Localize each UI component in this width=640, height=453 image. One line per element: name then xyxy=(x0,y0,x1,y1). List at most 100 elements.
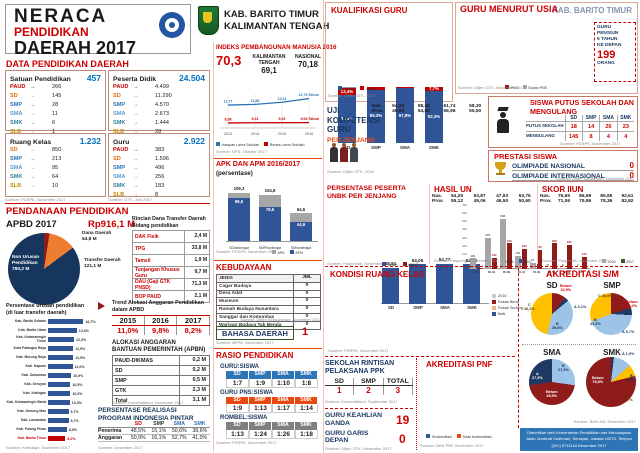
kualifikasi-title: KUALIFIKASI GURU xyxy=(331,6,408,15)
peserta-didik-box: Peserta Didik 24.504 PAUD → 4.499 SD → 11.290 SM… xyxy=(108,70,210,135)
hbar-label: Kab. Lamandau xyxy=(20,417,46,422)
pip-col: SMK xyxy=(193,421,206,427)
jenjang-label: SD xyxy=(10,93,18,100)
section-data-pendidikan-title: DATA PENDIDIKAN DAERAH xyxy=(6,59,129,69)
data-row: SMK → 1.444 xyxy=(113,119,205,128)
segment xyxy=(367,87,385,90)
section-pendanaan-title: PENDANAAN PENDIDIKAN xyxy=(6,206,129,217)
jenjang-value: 6 xyxy=(52,120,56,127)
ppk-value: 1 xyxy=(325,386,355,395)
apk-label: 64,5 xyxy=(296,206,306,212)
putus-row: PUTUS SEKOLAH 18 14 26 23 xyxy=(526,121,634,131)
x-label: SD xyxy=(387,305,395,310)
trend-values: 11,0% 9,8% 8,2% xyxy=(112,326,211,335)
table-row: GTK 2,3 M xyxy=(112,386,210,396)
putus-value: 26 xyxy=(599,122,616,131)
prestasi-row: OLIMPIADE NASIONAL 0 xyxy=(512,161,634,171)
bar-label: 49,51 xyxy=(384,261,397,267)
table-row: Tamsil 1,9 M xyxy=(132,255,210,267)
pip-title-1: PERSENTASE REALISASI xyxy=(98,407,177,414)
hbar-row: Kab. Katingan 10,5% xyxy=(6,389,96,398)
score-value: 78,36 xyxy=(600,199,613,204)
ppk-col: SMP xyxy=(354,378,384,385)
x-label: 35-39 xyxy=(502,270,511,275)
hbar-bar xyxy=(48,408,69,415)
legend-item: UNBK xyxy=(382,262,398,267)
bar-label: 11 xyxy=(546,263,550,268)
filler-segment xyxy=(338,87,356,88)
cell-label: PAUD-DIKMAS xyxy=(115,357,153,364)
segment-label: 92,3% xyxy=(427,114,441,120)
data-row: SD → 1.596 xyxy=(113,155,205,164)
trend-value: 8,2% xyxy=(177,326,211,335)
bar-label: 132 xyxy=(491,253,497,258)
score-value: 53,75 xyxy=(518,194,531,199)
cell-value: 0,2 M xyxy=(179,356,209,365)
y-tick: 100 xyxy=(461,252,467,257)
jenjang-value: 496 xyxy=(155,165,165,172)
hbar-value: 10,9% xyxy=(73,373,84,378)
box-header: Peserta Didik 24.504 xyxy=(113,73,205,83)
apbd-value: Rp916,1 M xyxy=(88,219,135,230)
jenjang-value: 95 xyxy=(52,165,59,172)
data-row: PAUD → 383 xyxy=(113,146,205,155)
cell-label: GTK xyxy=(115,387,127,394)
legend-item: Harapan Lama Sekolah xyxy=(216,142,259,147)
data-row: SLB→ 28 xyxy=(113,128,205,137)
jenjang-value: 8 xyxy=(155,192,159,199)
pie-label: Belum 20,2% xyxy=(626,300,638,309)
persentase-urusan-bar-chart: Kab. Barito Selatan 16,7% Kab. Barito Utar… xyxy=(6,317,96,443)
putus-value: 8 xyxy=(581,132,599,141)
box-header: Ruang Kelas 1.232 xyxy=(10,136,101,146)
sumber-note: Sumber: Ditjen GTK, November 2017 xyxy=(458,85,525,90)
pensiun-line: GURU xyxy=(597,25,612,30)
putus-mengulang-table: SD SMP SMA SMK PUTUS SEKOLAH 18 14 26 23 MENGULAN… xyxy=(526,115,634,141)
bar-label: 243 xyxy=(521,244,527,249)
hbar-bar xyxy=(48,327,77,334)
segment xyxy=(425,91,443,143)
rasio-col: SMK xyxy=(295,371,318,379)
sumber-note: Sumber: Ditjen GTK, 2017 xyxy=(328,93,375,98)
cell-value: 2,1 M xyxy=(184,291,209,302)
legend-item: 2016 xyxy=(602,259,616,264)
alokasi-title-1: ALOKASI ANGGARAN xyxy=(112,340,176,346)
score-value: 79,86 xyxy=(579,199,592,204)
rasio-col: SD xyxy=(226,396,249,404)
pip-title-2: PROGRAM INDONESIA PINTAR xyxy=(98,414,194,422)
apk-apm-subtitle: (persentase) xyxy=(216,170,253,177)
jenjang-label: SLB xyxy=(113,128,133,137)
apk-label: 104,8 xyxy=(264,188,276,194)
x-label: <30 xyxy=(474,270,479,275)
putus-sekolah-panel xyxy=(488,96,638,148)
akreditasi-sma-label: SMA xyxy=(543,348,561,357)
score-value: 47,93 xyxy=(496,194,509,199)
guru-box: Guru 2.922 PAUD → 383 SD → 1.596 SMP → 496 SMA → 256 S… xyxy=(108,133,210,199)
cell-value: 71,3 M xyxy=(184,279,209,290)
pip-value: 50,6% xyxy=(171,428,187,434)
svg-text:2013: 2013 xyxy=(224,132,232,136)
hbar-label: Kab. Seruyan xyxy=(24,381,46,386)
pip-col: SD xyxy=(134,421,142,427)
sumber-note: Sumber: Kemendikbud, September 2017 xyxy=(325,399,398,404)
box-label: Peserta Didik xyxy=(113,76,157,83)
alokasi-title-2: BANTUAN PEMERINTAH (APBN) xyxy=(112,347,206,354)
pie-label: A 27,3% xyxy=(532,372,543,381)
iiun-nas-prov: Nas. 76,65 86,69 85,65 92,61 Prov. 71,06 79,86 7… xyxy=(540,194,638,204)
legend-swatch xyxy=(492,312,496,316)
cell-value: 0 xyxy=(293,298,320,306)
donut-label-transfer-daerah: Transfer Daerah 121,1 M xyxy=(84,258,132,270)
rasio-subtitle: ROMBEL:SISWA xyxy=(220,415,268,421)
jenjang-label: SLB xyxy=(113,192,125,199)
box-label: Guru xyxy=(113,139,130,146)
hbar-value: 16,7% xyxy=(85,319,96,324)
rasio-col: SMA xyxy=(272,422,295,430)
akreditasi-smp-label: SMP xyxy=(603,281,621,290)
pip-value: 41,0% xyxy=(192,435,208,441)
bahasa-daerah-value: 1 xyxy=(302,326,309,338)
ruang-kelas-box: Ruang Kelas 1.232 SD → 850 SMP → 213 SMA → 95 SMK → 6… xyxy=(5,133,106,197)
x-label: SMP xyxy=(413,305,423,310)
data-row: SMP → 213 xyxy=(10,155,101,164)
sumber-note: Sumber: PDSPK, November 2017 xyxy=(216,249,277,254)
arrow-icon: → xyxy=(133,84,139,90)
pip-realisasi-table: SD SMP SMA SMK Penerima 48,5% 15,1% 50,6% 38,6% A… xyxy=(98,421,210,442)
